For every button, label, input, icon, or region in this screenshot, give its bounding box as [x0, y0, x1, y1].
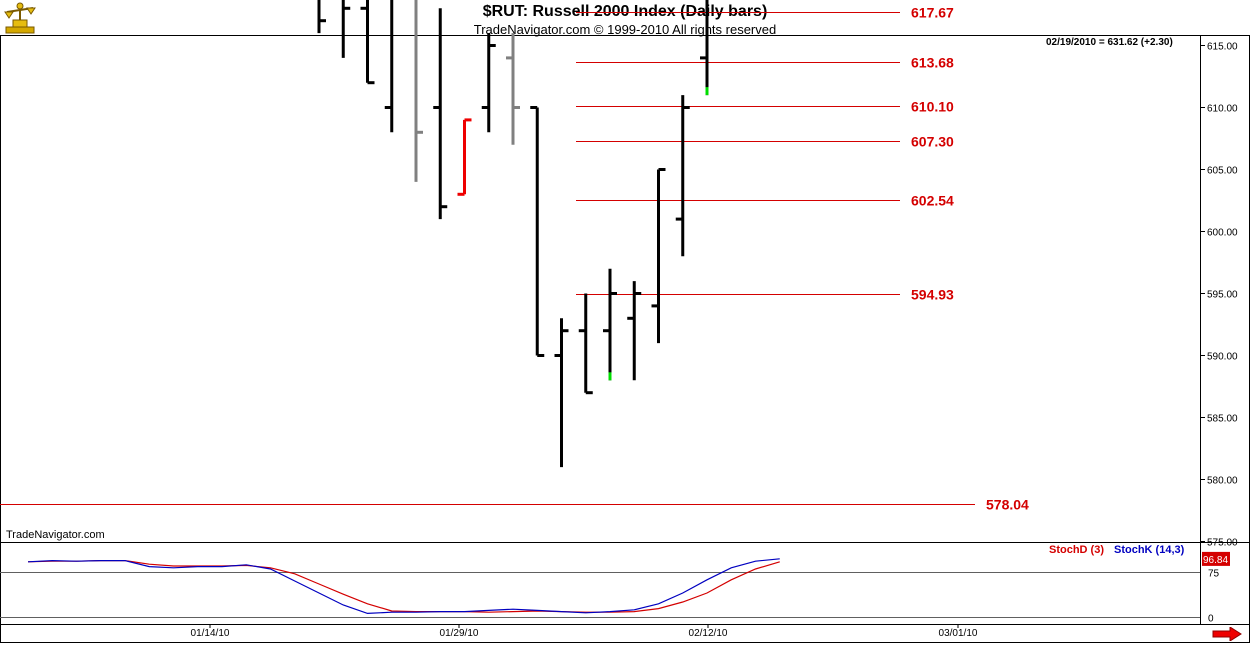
price-bar: [675, 95, 690, 257]
price-bar: [457, 118, 472, 196]
tradenavigator-logo-icon: [3, 2, 37, 36]
price-bar: [481, 33, 496, 133]
chart-subtitle: TradeNavigator.com © 1999-2010 All right…: [473, 22, 777, 37]
price-tick-label: 605.00: [1207, 166, 1238, 177]
stoch-last-tag-label: 96.84: [1203, 555, 1228, 566]
price-bar: [578, 293, 593, 395]
level-label: 607.30: [911, 134, 954, 150]
price-tick-label: 615.00: [1207, 42, 1238, 53]
price-bar: [341, 0, 351, 58]
date-tick-label: 03/01/10: [939, 628, 978, 639]
price-bar: [433, 8, 448, 220]
price-tick-label: 610.00: [1207, 104, 1238, 115]
date-tick-label: 01/14/10: [191, 628, 230, 639]
price-tick-label: 590.00: [1207, 352, 1238, 363]
price-bar: [627, 281, 642, 381]
price-tick-label: 595.00: [1207, 290, 1238, 301]
price-bar: [317, 0, 326, 34]
price-tick-label: 600.00: [1207, 228, 1238, 239]
chart-title: $RUT: Russell 2000 Index (Daily bars): [482, 3, 768, 20]
stoch-d-line: [27, 559, 780, 613]
level-lines: 652.57645.95641.60636.64632.71617.67613.…: [0, 5, 1029, 513]
price-bar: [360, 0, 375, 85]
stoch-k-line: [27, 558, 780, 615]
price-readout: 02/19/2010 = 631.62 (+2.30): [1046, 37, 1173, 48]
stoch-k-legend: StochK (14,3): [1114, 544, 1185, 556]
stoch-last-tag: [1202, 551, 1230, 566]
level-label: 602.54: [911, 193, 954, 209]
price-bar: [603, 268, 617, 381]
price-bar: [384, 0, 394, 133]
price-bar: [506, 33, 520, 145]
price-axis: 575.00 580.00 585.00 590.00 595.00 600.00 605.…: [1200, 42, 1238, 549]
price-bar: [554, 318, 569, 468]
level-label: 594.93: [911, 287, 954, 303]
date-tick-label: 01/29/10: [440, 628, 479, 639]
price-tick-label: 585.00: [1207, 414, 1238, 425]
price-bar: [414, 0, 423, 182]
price-tick-label: 575.00: [1207, 538, 1238, 549]
scroll-right-arrow-icon[interactable]: [1212, 626, 1242, 642]
level-label: 610.10: [911, 99, 954, 115]
watermark: TradeNavigator.com: [6, 529, 105, 541]
level-label: 617.67: [911, 5, 954, 21]
price-tick-label: 580.00: [1207, 476, 1238, 487]
stoch-tick-label: 75: [1208, 569, 1220, 580]
chart-frame: [0, 35, 1250, 643]
level-label: 613.68: [911, 55, 954, 71]
stoch-d-legend: StochD (3): [1049, 544, 1104, 556]
date-axis: 01/14/10 01/29/10 02/12/10 03/01/10: [191, 624, 978, 639]
level-label: 578.04: [986, 497, 1029, 513]
price-bar: [530, 106, 545, 357]
stoch-tick-label: 0: [1208, 614, 1214, 625]
date-tick-label: 02/12/10: [689, 628, 728, 639]
price-bars: [317, 0, 709, 468]
outer-border: [0, 35, 1250, 643]
price-bar: [651, 168, 666, 344]
price-bar: [700, 0, 709, 96]
stochastic-panel: 0 75 96.84: [0, 551, 1230, 625]
